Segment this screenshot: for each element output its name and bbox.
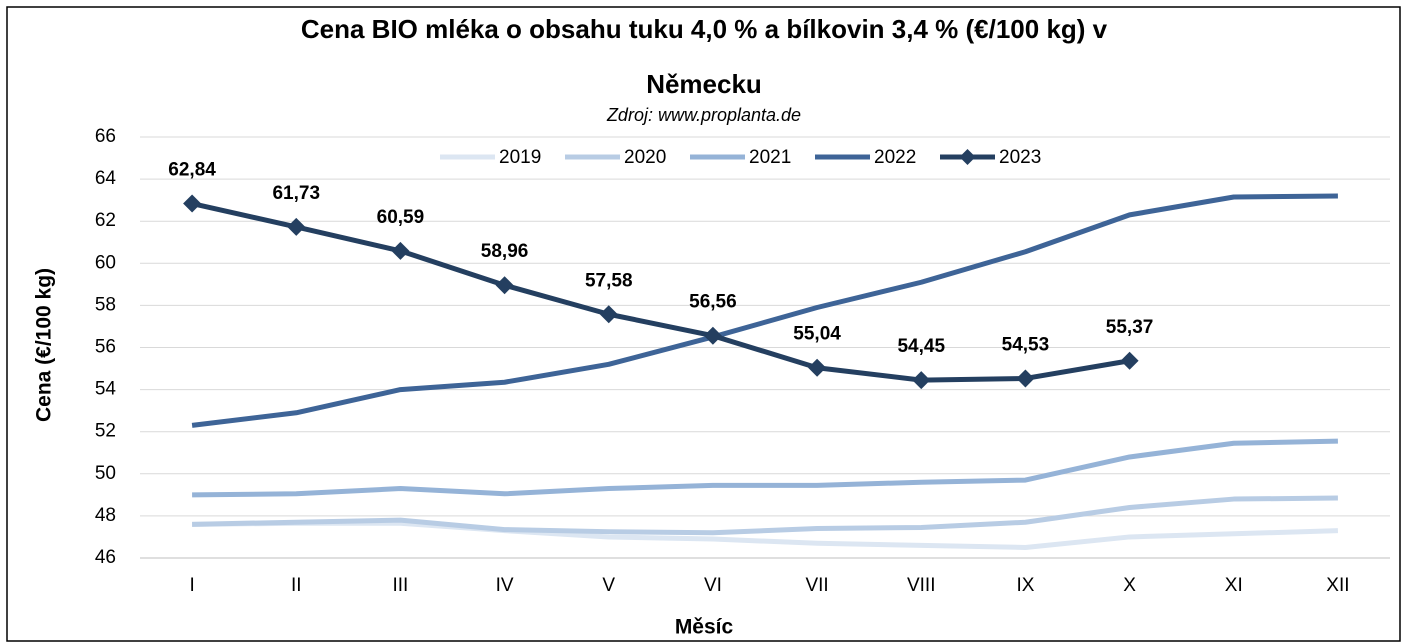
point-marker bbox=[808, 358, 827, 377]
point-marker bbox=[287, 217, 306, 236]
y-tick-label: 62 bbox=[95, 210, 116, 231]
y-tick-label: 56 bbox=[95, 337, 116, 358]
y-tick-label: 46 bbox=[95, 547, 116, 568]
point-marker bbox=[1120, 351, 1139, 370]
x-tick-label: V bbox=[602, 575, 615, 596]
y-tick-label: 60 bbox=[95, 252, 116, 273]
x-tick-label: III bbox=[392, 575, 408, 596]
series-line bbox=[191, 193, 1338, 428]
y-tick-label: 54 bbox=[95, 379, 117, 400]
point-marker bbox=[183, 194, 202, 213]
point-marker bbox=[703, 326, 722, 345]
chart-border bbox=[6, 6, 1401, 642]
x-tick-label: VII bbox=[805, 575, 828, 596]
series-line bbox=[192, 495, 1338, 536]
point-marker bbox=[912, 371, 931, 390]
x-tick-label: IX bbox=[1016, 575, 1034, 596]
point-marker bbox=[391, 241, 410, 260]
data-label: 55,04 bbox=[793, 324, 841, 345]
chart-title: Německu bbox=[646, 69, 762, 99]
y-tick-label: 50 bbox=[95, 463, 116, 484]
legend-label: 2022 bbox=[874, 147, 916, 168]
x-tick-label: X bbox=[1123, 575, 1136, 596]
series-line bbox=[191, 201, 1130, 383]
legend-label: 2021 bbox=[749, 147, 791, 168]
data-label: 61,73 bbox=[272, 183, 320, 204]
data-label: 58,96 bbox=[481, 241, 529, 262]
x-tick-label: XI bbox=[1225, 575, 1243, 596]
legend-label: 2020 bbox=[624, 147, 666, 168]
legend-label: 2023 bbox=[999, 147, 1041, 168]
chart-subtitle: Zdroj: www.proplanta.de bbox=[606, 105, 801, 125]
x-axis-label: Měsíc bbox=[675, 616, 734, 639]
data-label: 60,59 bbox=[377, 207, 425, 228]
point-marker bbox=[599, 305, 618, 324]
point-marker bbox=[495, 276, 514, 295]
x-tick-label: VI bbox=[704, 575, 722, 596]
legend-marker bbox=[959, 149, 976, 165]
data-label: 54,45 bbox=[897, 336, 945, 357]
x-tick-label: IV bbox=[496, 575, 514, 596]
y-tick-label: 52 bbox=[95, 421, 116, 442]
series-line bbox=[192, 520, 1338, 550]
point-marker bbox=[1016, 369, 1035, 388]
data-label: 56,56 bbox=[689, 292, 737, 313]
data-label: 55,37 bbox=[1106, 317, 1154, 338]
chart-title: Cena BIO mléka o obsahu tuku 4,0 % a bíl… bbox=[301, 14, 1108, 44]
x-tick-label: VIII bbox=[907, 575, 936, 596]
y-tick-label: 64 bbox=[95, 168, 117, 189]
legend-label: 2019 bbox=[499, 147, 541, 168]
data-label: 57,58 bbox=[585, 270, 633, 291]
series-line bbox=[192, 438, 1338, 498]
data-label: 54,53 bbox=[1002, 334, 1050, 355]
y-axis-label: Cena (€/100 kg) bbox=[33, 268, 56, 422]
y-tick-label: 66 bbox=[95, 126, 116, 147]
data-label: 62,84 bbox=[168, 160, 216, 181]
x-tick-label: I bbox=[189, 575, 194, 596]
y-tick-label: 58 bbox=[95, 294, 116, 315]
x-tick-label: XII bbox=[1326, 575, 1349, 596]
x-tick-label: II bbox=[291, 575, 302, 596]
y-tick-label: 48 bbox=[95, 505, 116, 526]
